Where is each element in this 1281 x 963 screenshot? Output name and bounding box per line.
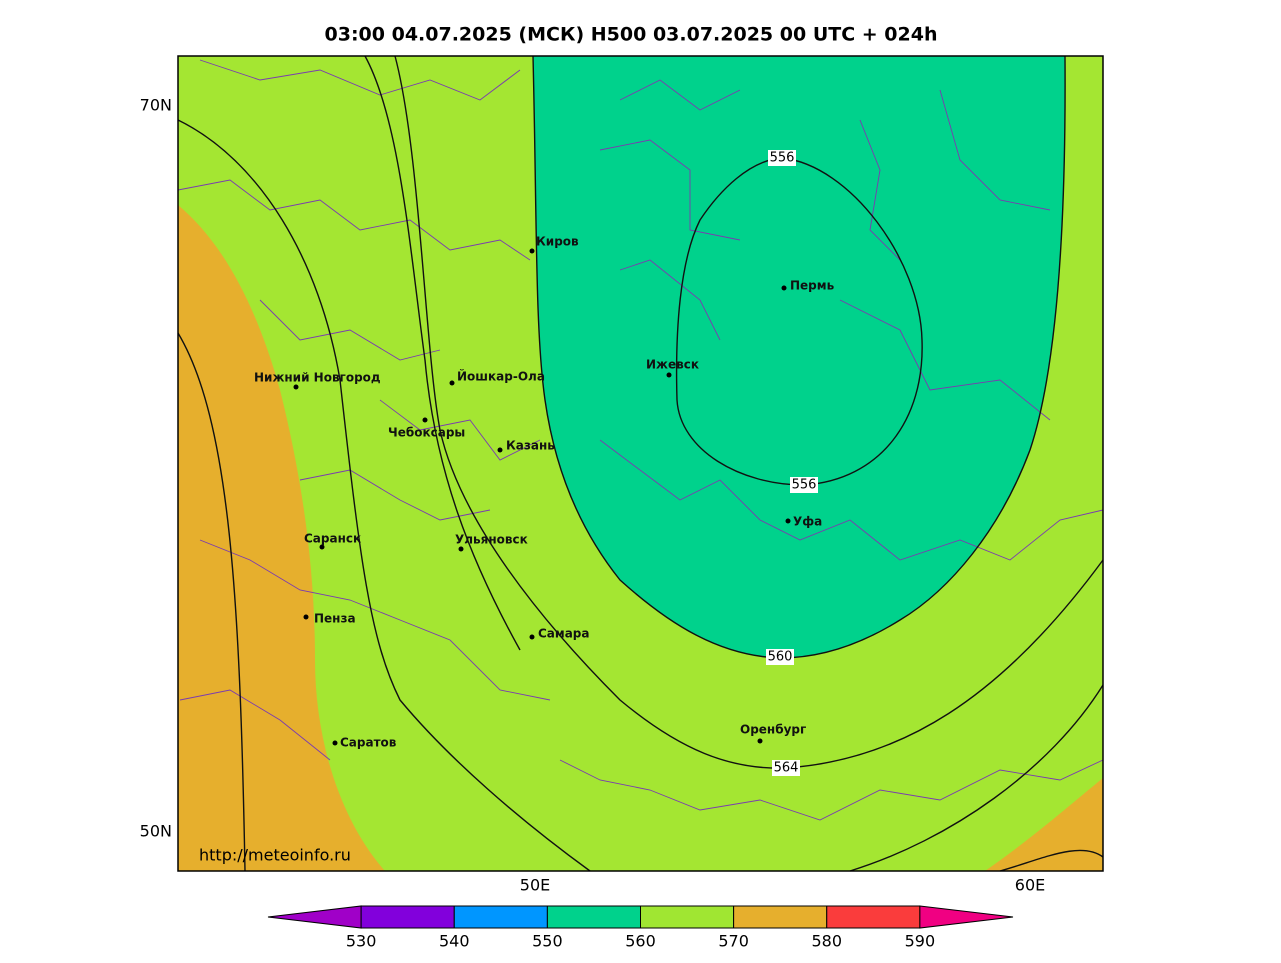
contour-label-bg xyxy=(790,477,818,493)
colorbar-segment xyxy=(453,905,548,929)
city-dot xyxy=(781,285,787,291)
city-label: Пенза xyxy=(314,612,356,626)
city-dot xyxy=(458,546,464,552)
borders xyxy=(177,59,1104,821)
lat-label: 50N xyxy=(140,822,172,841)
colorbar-tick-label: 550 xyxy=(532,932,563,951)
city-dot xyxy=(449,380,455,386)
city-dot xyxy=(529,248,535,254)
city-dot xyxy=(319,544,325,550)
city-label: Саранск xyxy=(304,532,361,546)
city-dot xyxy=(293,384,299,390)
contour-line xyxy=(999,849,1104,872)
colorbar-segment xyxy=(919,905,1014,929)
lon-label: 60E xyxy=(1015,876,1045,895)
zone-580 xyxy=(985,778,1103,871)
contour-label-bg xyxy=(772,760,800,776)
colorbar-segment xyxy=(267,905,362,929)
colorbar-tick-label: 570 xyxy=(718,932,749,951)
colorbar-segment xyxy=(640,905,735,929)
watermark: http://meteoinfo.ru xyxy=(199,846,351,865)
city-label: Пермь xyxy=(790,279,835,293)
colorbar-tick-label: 540 xyxy=(439,932,470,951)
contour-line xyxy=(849,684,1104,872)
title: 03:00 04.07.2025 (МСК) H500 03.07.2025 0… xyxy=(325,24,938,46)
city-dot xyxy=(757,738,763,744)
contour-label: 564 xyxy=(774,761,799,776)
city-dot xyxy=(303,614,309,620)
colorbar-tick-label: 580 xyxy=(811,932,842,951)
city-dot xyxy=(497,447,503,453)
contour-label-bg xyxy=(768,150,796,166)
lon-label: 50E xyxy=(520,876,550,895)
city-dot xyxy=(529,634,535,640)
colorbar-segment xyxy=(826,905,921,929)
city-label: Нижний Новгород xyxy=(254,371,381,385)
city-label: Оренбург xyxy=(740,723,806,737)
city-label: Ижевск xyxy=(646,358,699,372)
contour-line xyxy=(177,332,246,872)
contour-label-bg xyxy=(766,649,794,665)
zone-560 xyxy=(533,56,1066,658)
city-label: Ульяновск xyxy=(455,533,528,547)
colorbar-segment xyxy=(360,905,455,929)
city-label: Киров xyxy=(536,235,579,249)
borders xyxy=(599,79,1051,421)
map-frame xyxy=(177,55,1104,872)
map xyxy=(177,55,1104,872)
city-dot xyxy=(332,740,338,746)
city-dot xyxy=(422,417,428,423)
city-dot xyxy=(785,518,791,524)
contour-label: 556 xyxy=(770,151,795,166)
contour-line xyxy=(675,157,923,486)
city-label: Казань xyxy=(506,439,555,453)
contour-line xyxy=(394,55,1104,769)
contour-line xyxy=(177,119,591,872)
colorbar-tick-label: 560 xyxy=(625,932,656,951)
city-label: Йошкар-Ола xyxy=(457,369,545,384)
colorbar-segment xyxy=(733,905,828,929)
zone-580 xyxy=(178,205,385,871)
city-label: Уфа xyxy=(793,515,822,529)
city-label: Саратов xyxy=(340,736,397,750)
colorbar-tick-label: 530 xyxy=(346,932,377,951)
overlay: Киров Пермь Нижний Новгород Йошкар-Ола Ижевс… xyxy=(254,150,1014,951)
city-dot xyxy=(666,372,672,378)
contour-label: 556 xyxy=(792,478,817,493)
contour-line xyxy=(364,55,521,651)
colorbar-segment xyxy=(546,905,641,929)
colorbar-tick-label: 590 xyxy=(905,932,936,951)
lat-label: 70N xyxy=(140,96,172,115)
city-label: Чебоксары xyxy=(388,426,465,440)
city-label: Самара xyxy=(538,627,590,641)
contour-label: 560 xyxy=(768,650,793,665)
